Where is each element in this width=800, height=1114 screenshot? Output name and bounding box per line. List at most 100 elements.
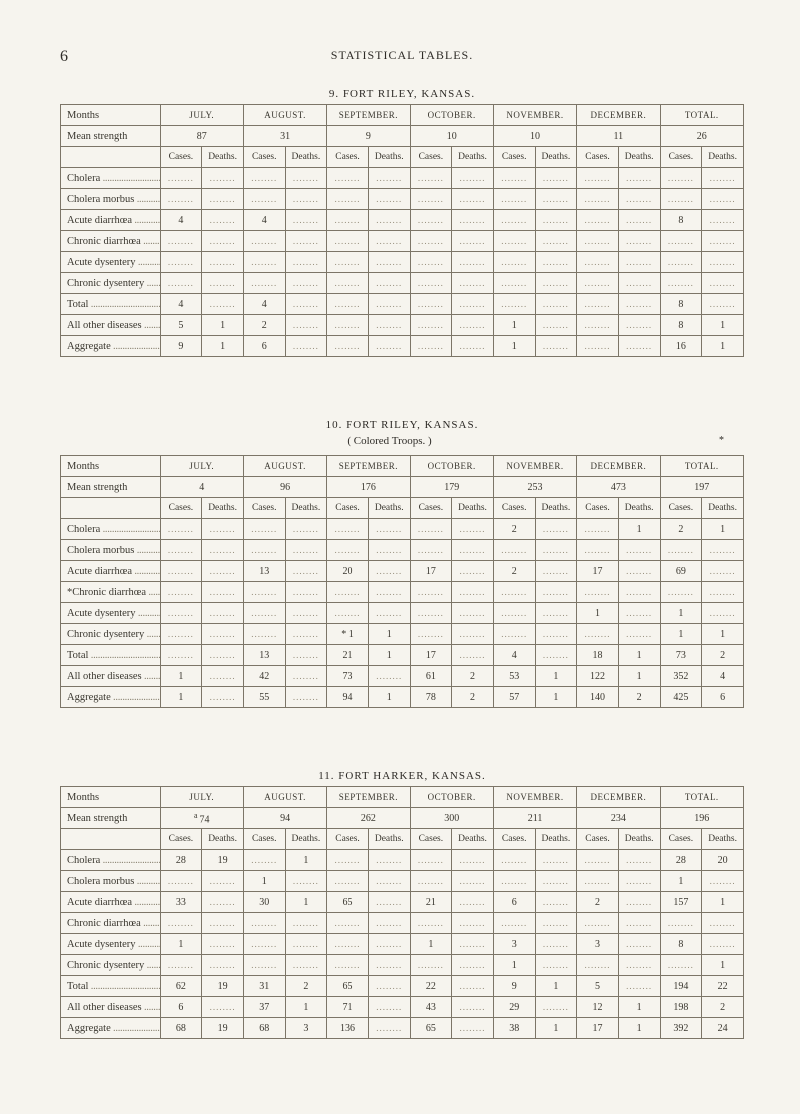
all-other-diseases-row-cell: 1 (493, 315, 535, 336)
disease-row: Acute diarrhœa4........4................… (61, 210, 744, 231)
disease-row-cell: ........ (702, 231, 744, 252)
disease-row-cell: ........ (368, 603, 410, 624)
disease-row-cell: ........ (285, 934, 327, 955)
disease-row-cell: ........ (243, 231, 285, 252)
all-other-diseases-row-cell: ........ (285, 666, 327, 687)
disease-row-label: Cholera morbus (61, 540, 161, 561)
aggregate-row-cell: 1 (535, 1018, 577, 1039)
all-other-diseases-row-cell: ........ (535, 997, 577, 1018)
page-header: 6 STATISTICAL TABLES. (60, 48, 744, 72)
month-header: JULY. (160, 105, 243, 126)
cases-header: Cases. (410, 498, 452, 519)
disease-row-label: Chronic diarrhœa (61, 913, 161, 934)
total-row-cell: ........ (452, 976, 494, 997)
month-header: AUGUST. (243, 456, 326, 477)
disease-row-cell: 20 (702, 850, 744, 871)
disease-row-cell: ........ (160, 273, 202, 294)
total-row-cell: 2 (285, 976, 327, 997)
aggregate-row-cell: 78 (410, 687, 452, 708)
disease-row-cell: 17 (577, 561, 619, 582)
all-other-diseases-row-label: All other diseases (61, 315, 161, 336)
month-header: OCTOBER. (410, 787, 493, 808)
all-other-diseases-row-cell: 1 (535, 666, 577, 687)
all-other-diseases-row-cell: 73 (327, 666, 369, 687)
disease-row-cell: 6 (493, 892, 535, 913)
disease-row-cell: ........ (285, 168, 327, 189)
disease-row-cell: ........ (160, 168, 202, 189)
total-row-cell: ........ (618, 976, 660, 997)
disease-row: Acute diarrhœa33........30165........21.… (61, 892, 744, 913)
mean-strength-value: 234 (577, 808, 660, 829)
disease-row-cell: ........ (535, 252, 577, 273)
all-other-diseases-row-label: All other diseases (61, 997, 161, 1018)
aggregate-row-cell: 68 (160, 1018, 202, 1039)
disease-row-cell: 2 (493, 519, 535, 540)
all-other-diseases-row-cell: 1 (202, 315, 244, 336)
disease-row-cell: 19 (202, 850, 244, 871)
disease-row-cell: ........ (535, 168, 577, 189)
cases-header: Cases. (327, 829, 369, 850)
deaths-header: Deaths. (452, 829, 494, 850)
deaths-header: Deaths. (535, 147, 577, 168)
month-header: SEPTEMBER. (327, 105, 410, 126)
disease-row-cell: 65 (327, 892, 369, 913)
disease-row-cell: ........ (410, 624, 452, 645)
disease-row-cell: ........ (493, 624, 535, 645)
cases-header: Cases. (410, 829, 452, 850)
disease-row-cell: ........ (368, 519, 410, 540)
table-note: * (719, 435, 724, 446)
total-row-cell: 1 (368, 645, 410, 666)
disease-row-cell: ........ (493, 540, 535, 561)
disease-row-cell: ........ (702, 252, 744, 273)
total-row-cell: ........ (493, 294, 535, 315)
disease-row-cell: 30 (243, 892, 285, 913)
disease-row-cell: ........ (327, 210, 369, 231)
aggregate-row-cell: ........ (368, 1018, 410, 1039)
disease-row-cell: ........ (702, 210, 744, 231)
disease-row: Acute diarrhœa................13........… (61, 561, 744, 582)
aggregate-row-cell: 19 (202, 1018, 244, 1039)
disease-row-cell: ........ (410, 871, 452, 892)
mean-strength-value: 9 (327, 126, 410, 147)
disease-row-label: Cholera (61, 168, 161, 189)
disease-row-cell: ........ (243, 273, 285, 294)
disease-row-cell: ........ (660, 252, 702, 273)
disease-row-cell: ........ (285, 231, 327, 252)
total-row-cell: 4 (243, 294, 285, 315)
disease-row-cell: ........ (452, 168, 494, 189)
disease-row-cell: ........ (160, 252, 202, 273)
all-other-diseases-row-cell: 1 (618, 997, 660, 1018)
mean-strength-value: 176 (327, 477, 410, 498)
disease-row-cell: ........ (535, 871, 577, 892)
disease-row-cell: ........ (493, 582, 535, 603)
total-row-label: Total (61, 976, 161, 997)
disease-row-cell: ........ (410, 189, 452, 210)
disease-row-cell: ........ (368, 582, 410, 603)
mean-strength-value: 96 (243, 477, 326, 498)
disease-row-cell: ........ (327, 913, 369, 934)
disease-row-cell: 4 (243, 210, 285, 231)
month-header: JULY. (160, 787, 243, 808)
cases-header: Cases. (577, 829, 619, 850)
all-other-diseases-row-cell: ........ (535, 315, 577, 336)
disease-row-cell: ........ (368, 934, 410, 955)
disease-row-cell: ........ (368, 168, 410, 189)
deaths-header: Deaths. (452, 147, 494, 168)
disease-row-cell: ........ (285, 210, 327, 231)
all-other-diseases-row-cell: ........ (202, 666, 244, 687)
total-row-cell: ........ (285, 294, 327, 315)
months-label: Months (61, 105, 161, 126)
disease-row-cell: ........ (577, 231, 619, 252)
disease-row-cell: ........ (160, 871, 202, 892)
all-other-diseases-row: All other diseases1........42........73.… (61, 666, 744, 687)
total-row-cell: 4 (493, 645, 535, 666)
disease-row-cell: ........ (535, 624, 577, 645)
aggregate-row-cell: 136 (327, 1018, 369, 1039)
month-header: JULY. (160, 456, 243, 477)
disease-row-cell: ........ (577, 189, 619, 210)
disease-row-label: Chronic diarrhœa (61, 231, 161, 252)
all-other-diseases-row-cell: 42 (243, 666, 285, 687)
deaths-header: Deaths. (618, 498, 660, 519)
mean-strength-value: 300 (410, 808, 493, 829)
total-row-cell: ........ (327, 294, 369, 315)
